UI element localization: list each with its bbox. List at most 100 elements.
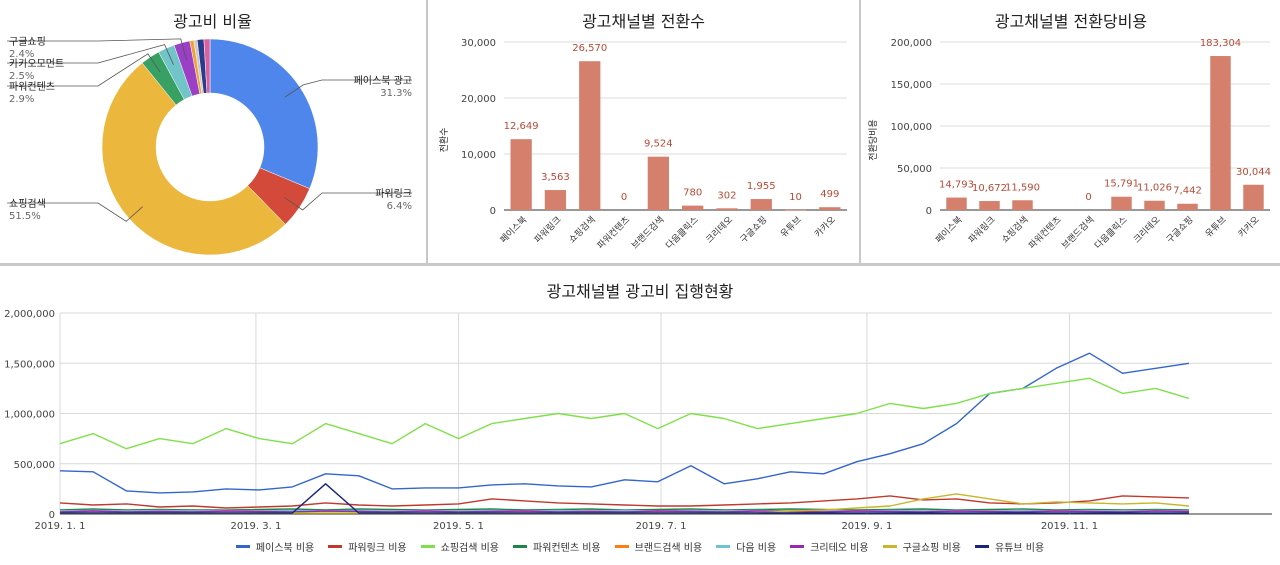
bar [682, 205, 704, 210]
series-line [59, 377, 1190, 450]
bar [1111, 196, 1132, 210]
bar [946, 197, 967, 210]
bar-data-label: 780 [683, 188, 702, 199]
series-line [60, 483, 1189, 514]
legend-swatch [882, 545, 897, 548]
pie-title: 광고비 비율 [173, 12, 252, 31]
pie-leader-line [7, 53, 161, 87]
legend-swatch [513, 545, 528, 548]
legend-swatch [614, 545, 629, 548]
legend-item: 파워링크 비용 [328, 539, 407, 554]
x-tick-label: 2019. 11. 1 [1041, 521, 1098, 532]
series-line [59, 510, 1190, 513]
legend-label: 유튜브 비용 [994, 543, 1045, 554]
divider-vertical-2 [859, 0, 861, 264]
x-tick-label: 2019. 3. 1 [230, 521, 281, 532]
legend-item: 브랜드검색 비용 [614, 539, 703, 554]
bar-data-label: 1,955 [747, 181, 776, 192]
bar-data-label: 0 [621, 192, 627, 203]
pie-pct: 31.3% [380, 88, 412, 99]
y-tick-label: 1,000,000 [4, 410, 55, 421]
bar-data-label: 7,442 [1173, 186, 1202, 197]
x-tick-label: 2019. 7. 1 [636, 521, 687, 532]
bar [579, 61, 601, 210]
pie-pct: 51.5% [9, 211, 41, 222]
spend-title: 광고채널별 광고비 집행현황 [546, 282, 734, 301]
legend-swatch [328, 545, 343, 548]
pie-panel: 광고비 비율 페이스북 광고 31.3% 파워링크 6.4% 쇼핑검색 51.5% 파워컨텐… [0, 0, 425, 262]
pie-leader-line [7, 44, 174, 65]
legend-label: 구글쇼핑 비용 [902, 543, 961, 554]
x-tick-label: 2019. 5. 1 [433, 521, 484, 532]
x-tick-label: 구글쇼핑 [1164, 214, 1195, 245]
x-tick-label: 구글쇼핑 [738, 214, 769, 245]
bar [819, 207, 841, 210]
cpa-bar-chart: 0 50,000 100,000 150,000 200,000 전환당비용 14,793 페… [867, 38, 1271, 252]
pie-pct: 2.5% [9, 71, 34, 82]
x-tick-label: 다음클릭스 [1092, 214, 1130, 252]
bar-data-label: 11,590 [1005, 182, 1040, 193]
series-line [59, 495, 1190, 509]
bar [784, 209, 807, 211]
pie-label: 구글쇼핑 [9, 36, 46, 48]
bar [1177, 203, 1198, 210]
legend-label: 쇼핑검색 비용 [440, 543, 500, 554]
bar-data-label: 11,026 [1137, 183, 1172, 194]
pie-slice [209, 38, 319, 189]
legend-label: 파워컨텐츠 비용 [533, 543, 601, 554]
bar [1210, 56, 1231, 210]
bar-data-label: 14,793 [939, 180, 974, 191]
legend-label: 브랜드검색 비용 [634, 543, 703, 554]
x-tick-label: 크리테오 [704, 214, 735, 245]
y-tick-label: 2,000,000 [4, 309, 55, 320]
divider-horizontal [0, 263, 1280, 266]
conversions-bar-chart: 0 10,000 20,000 30,000 전환수 12,649 페이스북 3,563 파워링… [438, 38, 847, 252]
x-tick-label: 다음클릭스 [663, 214, 701, 252]
pie-label: 쇼핑검색 [9, 198, 46, 210]
y-tick-label: 150,000 [891, 80, 932, 91]
x-tick-label: 크리테오 [1131, 214, 1162, 245]
pie-leader-line [7, 202, 143, 222]
y-tick-label: 500,000 [14, 460, 55, 471]
cpa-panel: 광고채널별 전환당비용 0 50,000 100,000 150,000 200,000… [862, 0, 1280, 262]
legend-label: 크리테오 비용 [810, 543, 869, 554]
bar [1012, 200, 1033, 210]
pie-pct: 2.4% [9, 49, 34, 60]
divider-vertical-1 [426, 0, 428, 264]
bar [979, 201, 1000, 210]
legend-item: 다음 비용 [716, 539, 776, 554]
pie-leader-line [284, 192, 412, 211]
pie-slice [203, 38, 211, 94]
spend-legend: 페이스북 비용 파워링크 비용 쇼핑검색 비용 파워컨텐츠 비용 브랜드검색 비용 다음 … [0, 539, 1280, 554]
x-tick-label: 쇼핑검색 [566, 214, 598, 246]
x-tick-label: 파워컨텐츠 [1027, 214, 1064, 251]
conversions-title: 광고채널별 전환수 [582, 12, 705, 31]
pie-label: 카카오모먼트 [9, 58, 64, 70]
y-tick-label: 0 [490, 206, 496, 217]
bar-data-label: 10 [789, 192, 802, 203]
legend-item: 페이스북 비용 [235, 539, 314, 554]
bar-data-label: 3,563 [541, 172, 570, 183]
pie-leader-line [7, 38, 187, 61]
x-tick-label: 쇼핑검색 [999, 214, 1031, 246]
bar [716, 208, 738, 210]
bar [1243, 184, 1264, 210]
y-axis-label: 전환수 [438, 128, 450, 153]
x-tick-label: 유튜브 [1203, 214, 1228, 239]
x-tick-label: 카카오 [813, 214, 838, 239]
legend-swatch [716, 545, 731, 548]
x-tick-label: 2019. 1. 1 [35, 521, 86, 532]
legend-item: 구글쇼핑 비용 [882, 539, 961, 554]
bar [750, 199, 772, 210]
pie-label: 페이스북 광고 [354, 75, 412, 87]
legend-swatch [420, 545, 435, 548]
legend-label: 다음 비용 [736, 543, 777, 554]
bar-data-label: 9,524 [644, 139, 673, 150]
legend-swatch [790, 545, 805, 548]
x-tick-label: 브랜드검색 [629, 214, 667, 252]
spend-line-chart: 0 500,000 1,000,000 1,500,000 2,000,000 2019.… [4, 309, 1272, 532]
bar [647, 156, 669, 210]
x-tick-label: 페이스북 [498, 214, 529, 245]
bar-data-label: 302 [717, 190, 736, 201]
